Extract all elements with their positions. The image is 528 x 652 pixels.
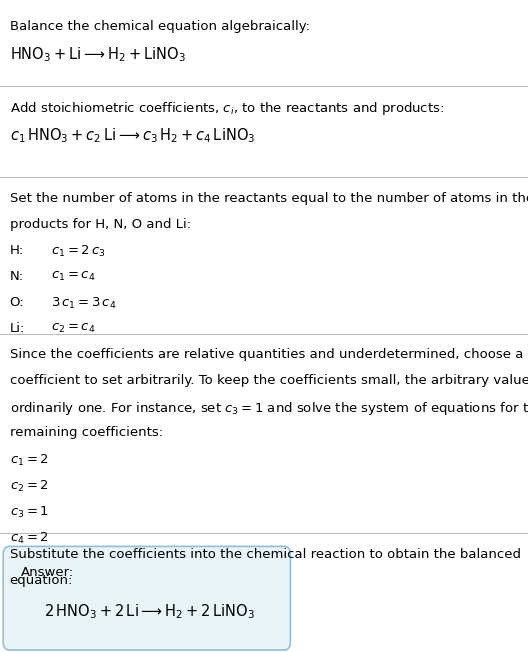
Text: remaining coefficients:: remaining coefficients: [10, 426, 163, 439]
Text: H:: H: [10, 244, 24, 257]
Text: Answer:: Answer: [21, 566, 74, 579]
Text: $c_2 = c_4$: $c_2 = c_4$ [51, 322, 95, 335]
Text: products for H, N, O and Li:: products for H, N, O and Li: [10, 218, 191, 231]
Text: Set the number of atoms in the reactants equal to the number of atoms in the: Set the number of atoms in the reactants… [10, 192, 528, 205]
Text: $c_1 = c_4$: $c_1 = c_4$ [51, 270, 95, 283]
Text: $3\,c_1 = 3\,c_4$: $3\,c_1 = 3\,c_4$ [51, 296, 116, 311]
Text: $\mathregular{HNO_3 + Li} \longrightarrow \mathregular{H_2 + LiNO_3}$: $\mathregular{HNO_3 + Li} \longrightarro… [10, 46, 185, 65]
FancyBboxPatch shape [3, 546, 290, 650]
Text: Substitute the coefficients into the chemical reaction to obtain the balanced: Substitute the coefficients into the che… [10, 548, 521, 561]
Text: Since the coefficients are relative quantities and underdetermined, choose a: Since the coefficients are relative quan… [10, 348, 523, 361]
Text: $c_3 = 1$: $c_3 = 1$ [10, 505, 49, 520]
Text: coefficient to set arbitrarily. To keep the coefficients small, the arbitrary va: coefficient to set arbitrarily. To keep … [10, 374, 528, 387]
Text: ordinarily one. For instance, set $c_3 = 1$ and solve the system of equations fo: ordinarily one. For instance, set $c_3 =… [10, 400, 528, 417]
Text: Add stoichiometric coefficients, $c_i$, to the reactants and products:: Add stoichiometric coefficients, $c_i$, … [10, 100, 444, 117]
Text: $c_2 = 2$: $c_2 = 2$ [10, 479, 49, 494]
Text: $c_4 = 2$: $c_4 = 2$ [10, 531, 49, 546]
Text: $c_1 = 2\,c_3$: $c_1 = 2\,c_3$ [51, 244, 106, 259]
Text: $c_1 = 2$: $c_1 = 2$ [10, 452, 49, 467]
Text: $\mathregular{2\,HNO_3 + 2\,Li} \longrightarrow \mathregular{H_2 + 2\,LiNO_3}$: $\mathregular{2\,HNO_3 + 2\,Li} \longrig… [44, 602, 255, 621]
Text: N:: N: [10, 270, 24, 283]
Text: Li:: Li: [10, 322, 25, 335]
Text: Balance the chemical equation algebraically:: Balance the chemical equation algebraica… [10, 20, 309, 33]
Text: O:: O: [10, 296, 24, 309]
Text: $c_1\,\mathregular{HNO_3} + c_2\,\mathregular{Li} \longrightarrow c_3\,\mathregu: $c_1\,\mathregular{HNO_3} + c_2\,\mathre… [10, 126, 255, 145]
Text: equation:: equation: [10, 574, 73, 587]
